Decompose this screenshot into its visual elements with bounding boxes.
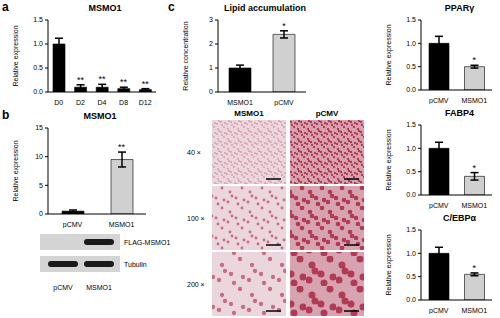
html-text:PPARγ: PPARγ (444, 3, 475, 13)
svg-text:**: ** (120, 77, 128, 87)
html-text:b: b (2, 108, 10, 122)
svg-text:1: 1 (209, 64, 213, 71)
svg-text:0: 0 (209, 88, 213, 95)
svg-text:*: * (282, 21, 286, 31)
html-text:C/EBPα: C/EBPα (443, 213, 476, 223)
svg-text:MSMO1: MSMO1 (461, 97, 487, 104)
svg-text:0.5: 0.5 (406, 168, 416, 175)
svg-text:3: 3 (209, 16, 213, 23)
svg-text:5: 5 (39, 182, 43, 189)
svg-text:pCMV: pCMV (53, 284, 73, 292)
svg-text:0.0: 0.0 (406, 86, 416, 93)
svg-text:100 ×: 100 × (187, 215, 205, 222)
svg-text:1.0: 1.0 (406, 250, 416, 257)
svg-text:1.0: 1.0 (406, 145, 416, 152)
svg-text:**: ** (142, 79, 150, 89)
svg-text:pCMV: pCMV (274, 99, 294, 106)
svg-text:Relative expression: Relative expression (12, 25, 20, 86)
svg-text:10: 10 (35, 153, 43, 160)
svg-text:D4: D4 (98, 99, 107, 106)
html-text:Lipid accumulation: Lipid accumulation (224, 3, 306, 13)
svg-text:Relative expression: Relative expression (12, 140, 20, 201)
svg-text:pCMV: pCMV (429, 202, 449, 209)
svg-text:Relative expression: Relative expression (385, 24, 393, 85)
svg-text:15: 15 (35, 124, 43, 131)
svg-text:MSMO1: MSMO1 (109, 221, 135, 228)
html-text:MSMO1: MSMO1 (88, 3, 122, 13)
svg-text:*: * (472, 163, 476, 173)
svg-text:FLAG-MSMO1: FLAG-MSMO1 (124, 239, 170, 246)
svg-text:MSMO1: MSMO1 (86, 284, 112, 291)
svg-text:0: 0 (39, 210, 43, 217)
svg-text:MSMO1: MSMO1 (234, 109, 264, 118)
svg-text:0.0: 0.0 (406, 191, 416, 198)
svg-text:D12: D12 (139, 99, 152, 106)
svg-text:MSMO1: MSMO1 (227, 99, 253, 106)
svg-text:0.0: 0.0 (33, 88, 43, 95)
svg-text:1.5: 1.5 (406, 121, 416, 128)
svg-text:*: * (472, 55, 476, 65)
svg-text:1.5: 1.5 (406, 16, 416, 23)
svg-text:1.0: 1.0 (33, 40, 43, 47)
svg-text:pCMV: pCMV (429, 307, 449, 314)
svg-text:200 ×: 200 × (187, 281, 205, 288)
svg-text:MSMO1: MSMO1 (461, 307, 487, 314)
svg-text:Relative concentration: Relative concentration (182, 21, 189, 90)
svg-text:**: ** (98, 74, 106, 84)
svg-text:D0: D0 (54, 99, 63, 106)
svg-text:0.5: 0.5 (406, 63, 416, 70)
html-text:MSMO1: MSMO1 (83, 111, 117, 121)
svg-text:1.0: 1.0 (406, 40, 416, 47)
svg-text:**: ** (77, 75, 85, 85)
svg-text:40 ×: 40 × (187, 149, 201, 156)
svg-text:Tubulin: Tubulin (124, 261, 147, 268)
svg-text:0.0: 0.0 (406, 296, 416, 303)
svg-text:*: * (472, 263, 476, 273)
svg-text:pCMV: pCMV (316, 109, 339, 118)
html-text:a: a (2, 0, 9, 14)
svg-text:2: 2 (209, 40, 213, 47)
svg-text:1.5: 1.5 (33, 16, 43, 23)
svg-text:MSMO1: MSMO1 (461, 202, 487, 209)
svg-text:D8: D8 (119, 99, 128, 106)
svg-text:D2: D2 (76, 99, 85, 106)
svg-text:pCMV: pCMV (63, 221, 83, 228)
svg-text:0.5: 0.5 (33, 64, 43, 71)
svg-text:1.5: 1.5 (406, 226, 416, 233)
svg-text:pCMV: pCMV (429, 97, 449, 104)
svg-text:0.5: 0.5 (406, 273, 416, 280)
svg-text:Relative expression: Relative expression (385, 129, 393, 190)
svg-text:Relative expression: Relative expression (385, 234, 393, 295)
svg-text:**: ** (118, 142, 126, 152)
html-text:FABP4: FABP4 (445, 108, 474, 118)
html-text:c: c (168, 0, 175, 14)
